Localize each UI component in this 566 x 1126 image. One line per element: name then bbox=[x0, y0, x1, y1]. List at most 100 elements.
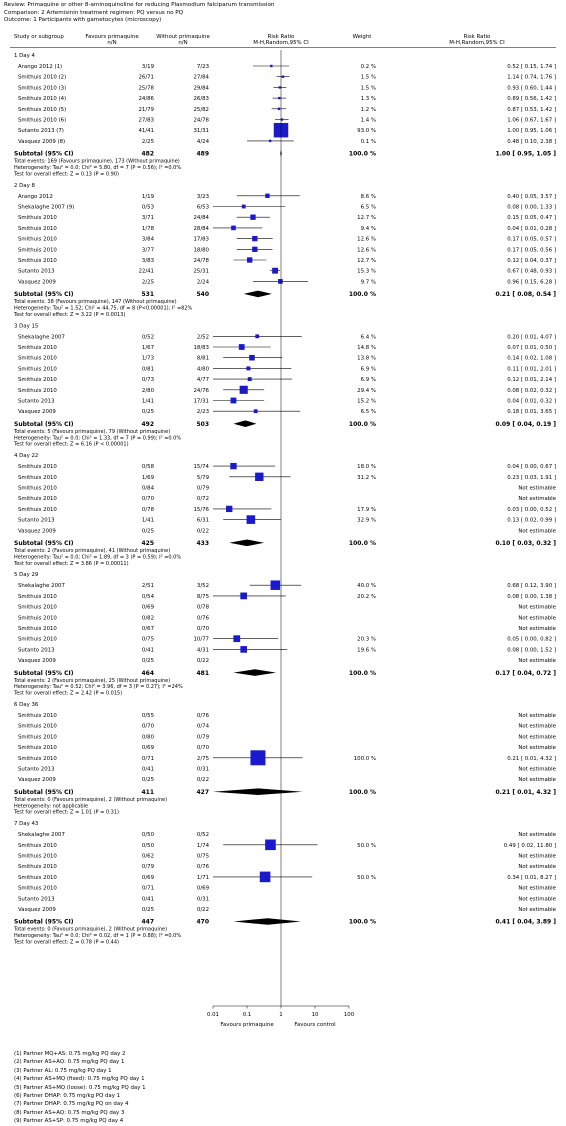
subtotal-ci-text: 0.21 [ 0.01, 4.32 ] bbox=[495, 789, 556, 796]
subtotal-note: Total events: 5 (Favours primaquine), 79… bbox=[13, 429, 170, 435]
study-ci-text: 0.08 [ 0.00, 1.33 ] bbox=[507, 205, 556, 211]
group-title: 3 Day 15 bbox=[14, 323, 38, 329]
subtotal-weight: 100.0 % bbox=[349, 670, 376, 677]
study-name: Smithuis 2010 bbox=[18, 734, 57, 740]
study-marker bbox=[252, 235, 258, 242]
study-name: Smithuis 2010 bbox=[18, 215, 57, 221]
study-exp-events: 3/83 bbox=[142, 258, 154, 264]
study-ci-text: 0.08 [ 0.00, 1.52 ] bbox=[507, 647, 556, 653]
study-name: Shekalaghe 2007 bbox=[18, 583, 65, 589]
study-exp-events: 2/51 bbox=[142, 583, 154, 589]
subtotal-note: Total events: 2 (Favours primaquine), 25… bbox=[13, 678, 170, 684]
study-weight: 19.6 % bbox=[357, 647, 376, 653]
subtotal-weight: 100.0 % bbox=[349, 919, 376, 926]
study-exp-events: 27/83 bbox=[138, 118, 154, 124]
study-ctrl-events: 0/31 bbox=[197, 767, 209, 773]
study-weight: 6.5 % bbox=[361, 409, 376, 415]
study-ci-text: 0.08 [ 0.02, 0.32 ] bbox=[507, 388, 556, 394]
study-name: Smithuis 2010 bbox=[18, 615, 57, 621]
study-ctrl-events: 0/31 bbox=[197, 896, 209, 902]
study-ctrl-events: 15/74 bbox=[193, 464, 209, 470]
study-ctrl-events: 0/69 bbox=[197, 886, 210, 892]
study-name: Smithuis 2010 (6) bbox=[18, 118, 66, 124]
study-weight: 20.2 % bbox=[357, 594, 376, 600]
study-weight: 1.4 % bbox=[361, 118, 376, 124]
study-name: Smithuis 2010 bbox=[18, 464, 57, 470]
study-ctrl-events: 5/79 bbox=[197, 475, 210, 481]
study-name: Smithuis 2010 (5) bbox=[18, 107, 66, 113]
study-ci-text: 0.68 [ 0.12, 3.90 ] bbox=[507, 583, 556, 589]
study-exp-events: 2/25 bbox=[142, 139, 154, 145]
x-tick-label: 100 bbox=[344, 1012, 355, 1018]
subtotal-ctrl: 540 bbox=[196, 291, 209, 298]
study-ci-text: 0.48 [ 0.10, 2.38 ] bbox=[507, 139, 556, 145]
study-marker bbox=[239, 385, 248, 394]
study-ci-text: 0.17 [ 0.05, 0.57 ] bbox=[507, 237, 556, 243]
study-name: Smithuis 2010 bbox=[18, 486, 57, 492]
group-title: 4 Day 22 bbox=[14, 453, 38, 459]
study-weight: 6.5 % bbox=[361, 205, 376, 211]
study-marker bbox=[240, 592, 248, 600]
subtotal-weight: 100.0 % bbox=[349, 151, 376, 158]
subtotal-weight: 100.0 % bbox=[349, 540, 376, 547]
study-weight: 93.0 % bbox=[357, 128, 376, 134]
study-exp-events: 0/84 bbox=[142, 486, 155, 492]
study-marker bbox=[246, 366, 251, 371]
study-ctrl-events: 4/24 bbox=[197, 139, 210, 145]
subtotal-diamond bbox=[233, 420, 257, 427]
study-ctrl-events: 0/22 bbox=[197, 907, 209, 913]
study-ci-text: Not estimable bbox=[518, 496, 556, 502]
study-ci-text: Not estimable bbox=[518, 907, 556, 913]
study-exp-events: 0/41 bbox=[142, 767, 154, 773]
study-ctrl-events: 17/83 bbox=[193, 237, 209, 243]
study-exp-events: 3/84 bbox=[142, 237, 155, 243]
study-name: Smithuis 2010 bbox=[18, 356, 57, 362]
study-name: Smithuis 2010 (3) bbox=[18, 85, 66, 91]
study-ctrl-events: 7/23 bbox=[197, 64, 209, 70]
study-marker bbox=[270, 64, 273, 68]
study-name: Smithuis 2010 bbox=[18, 377, 57, 383]
study-name: Vasquez 2009 bbox=[18, 528, 56, 534]
study-exp-events: 0/70 bbox=[142, 724, 155, 730]
study-marker bbox=[231, 225, 236, 231]
subtotal-note: Heterogeneity: Tau² = 0.0; Chi² = 5.80, … bbox=[14, 165, 181, 171]
study-name: Smithuis 2010 bbox=[18, 713, 57, 719]
study-ci-text: 0.08 [ 0.00, 1.38 ] bbox=[507, 594, 556, 600]
study-ci-text: Not estimable bbox=[518, 528, 556, 534]
footnote: (1) Partner MQ+AS: 0.75 mg/kg PQ day 2 bbox=[14, 1051, 126, 1057]
study-ctrl-events: 3/23 bbox=[197, 194, 209, 200]
study-name: Sutanto 2013 bbox=[18, 647, 55, 653]
study-marker bbox=[270, 580, 281, 590]
study-ci-text: 0.20 [ 0.01, 4.07 ] bbox=[507, 334, 556, 340]
study-name: Smithuis 2010 bbox=[18, 626, 57, 632]
study-marker bbox=[268, 139, 272, 143]
subtotal-note: Total events: 2 (Favours primaquine), 41… bbox=[13, 548, 170, 554]
study-name: Smithuis 2010 bbox=[18, 345, 57, 351]
study-ci-text: 0.04 [ 0.00, 0.67 ] bbox=[507, 464, 556, 470]
footnote: (2) Partner AS+AQ: 0.75 mg/kg PQ day 1 bbox=[14, 1059, 125, 1066]
subtotal-exp: 531 bbox=[141, 291, 154, 298]
col-header-ctrl-sub: n/N bbox=[178, 40, 187, 46]
subtotal-diamond bbox=[213, 788, 303, 795]
forest-plot: Study or subgroup Favours primaquinen/NWi… bbox=[10, 34, 557, 1028]
study-ctrl-events: 18/83 bbox=[193, 345, 209, 351]
group-title: 2 Day 8 bbox=[14, 183, 36, 189]
study-name: Smithuis 2010 bbox=[18, 864, 57, 870]
x-tick-label: 0.01 bbox=[207, 1012, 219, 1018]
study-ctrl-events: 31/31 bbox=[193, 128, 209, 134]
study-ci-text: 0.89 [ 0.56, 1.42 ] bbox=[507, 96, 556, 102]
study-name: Vasquez 2009 bbox=[18, 279, 56, 285]
study-weight: 1.2 % bbox=[361, 107, 376, 113]
study-marker bbox=[233, 635, 241, 643]
subtotal-exp: 464 bbox=[141, 670, 154, 677]
study-exp-events: 0/79 bbox=[142, 864, 155, 870]
study-marker bbox=[238, 344, 245, 350]
subtotal-ci-text: 0.21 [ 0.08, 0.54 ] bbox=[495, 291, 556, 298]
study-ci-text: 1.00 [ 0.95, 1.06 ] bbox=[507, 128, 556, 134]
study-ci-text: Not estimable bbox=[518, 724, 556, 730]
study-exp-events: 0/71 bbox=[142, 756, 154, 762]
study-weight: 9.7 % bbox=[361, 279, 376, 285]
study-name: Arango 2012 (1) bbox=[18, 64, 62, 70]
study-name: Smithuis 2010 bbox=[18, 237, 57, 243]
study-ctrl-events: 2/24 bbox=[197, 279, 210, 285]
